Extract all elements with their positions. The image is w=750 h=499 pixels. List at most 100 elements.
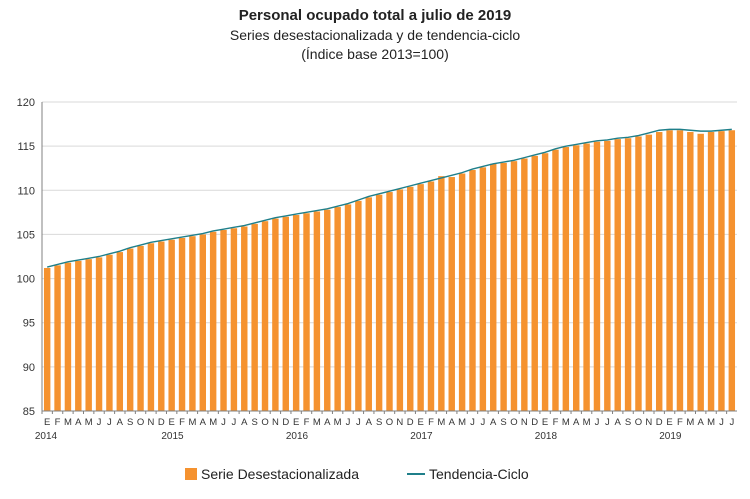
month-label: M (583, 417, 591, 428)
month-label: J (97, 417, 102, 428)
legend-label-bars: Serie Desestacionalizada (201, 466, 359, 482)
bar (126, 248, 134, 411)
bar (168, 239, 175, 411)
bar (728, 130, 736, 411)
bar (500, 162, 507, 411)
bar (541, 153, 549, 411)
y-tick-label: 120 (17, 97, 35, 109)
month-label: J (232, 417, 237, 428)
bar (697, 133, 704, 412)
month-label: F (553, 417, 559, 428)
legend-swatch-line (407, 473, 425, 475)
year-label: 2017 (410, 431, 433, 442)
month-label: O (261, 417, 268, 428)
y-tick-label: 85 (23, 406, 35, 418)
month-label: N (396, 417, 403, 428)
month-label: D (656, 417, 663, 428)
bar (241, 226, 248, 411)
y-tick-label: 100 (17, 274, 35, 286)
year-label: 2018 (535, 431, 558, 442)
month-label: O (386, 417, 393, 428)
bar (417, 184, 424, 411)
month-label: S (251, 417, 257, 428)
month-label: A (117, 417, 124, 428)
month-label: A (366, 417, 373, 428)
chart-subtitle: Series desestacionalizada y de tendencia… (229, 27, 521, 43)
bar (334, 207, 341, 411)
bar (54, 265, 61, 411)
y-tick-label: 95 (23, 318, 35, 330)
y-tick-label: 105 (17, 229, 35, 241)
month-label: O (635, 417, 642, 428)
bar (261, 221, 269, 411)
bar (635, 136, 642, 411)
bar (292, 215, 300, 411)
bar (469, 169, 476, 411)
month-label: M (334, 417, 342, 428)
month-label: A (241, 417, 248, 428)
month-label: M (188, 417, 196, 428)
bar (707, 132, 715, 411)
month-label: J (356, 417, 361, 428)
month-label: J (719, 417, 724, 428)
y-tick-label: 115 (17, 141, 35, 153)
bar (583, 143, 590, 411)
bar (479, 167, 487, 411)
bar (458, 173, 466, 411)
month-label: D (158, 417, 165, 428)
month-label: N (272, 417, 279, 428)
month-label: D (407, 417, 414, 428)
month-label: J (221, 417, 226, 428)
month-label: O (510, 417, 517, 428)
month-label: J (605, 417, 610, 428)
bar (85, 259, 92, 411)
bar (64, 262, 72, 411)
month-label: A (75, 417, 82, 428)
month-label: S (127, 417, 133, 428)
month-label: E (417, 417, 423, 428)
chart-titles: Personal ocupado total a julio de 2019 S… (0, 6, 750, 64)
bar (614, 139, 621, 411)
month-label: J (107, 417, 112, 428)
month-label: A (615, 417, 622, 428)
bar (313, 211, 321, 411)
legend: Serie Desestacionalizada Tendencia-Ciclo (0, 466, 750, 486)
month-label: F (428, 417, 434, 428)
chart-subtitle-base: (Índice base 2013=100) (301, 46, 449, 62)
y-tick-label: 90 (23, 362, 35, 374)
bar (438, 176, 445, 411)
bar (220, 230, 227, 411)
month-label: S (625, 417, 631, 428)
legend-swatch-bar (185, 468, 197, 480)
month-label: A (324, 417, 331, 428)
month-label: E (168, 417, 174, 428)
bar (676, 130, 684, 411)
month-label: M (209, 417, 217, 428)
bar (687, 132, 694, 411)
bar (116, 252, 124, 411)
month-label: S (500, 417, 506, 428)
legend-item-bars: Serie Desestacionalizada (185, 466, 359, 482)
trend-line (47, 128, 732, 268)
bar (137, 245, 144, 411)
bar (158, 241, 165, 411)
month-label: D (531, 417, 538, 428)
month-label: E (666, 417, 672, 428)
bar (490, 163, 497, 411)
month-label: F (55, 417, 61, 428)
bar (106, 254, 113, 411)
month-label: J (729, 417, 734, 428)
bar (375, 194, 383, 411)
month-label: A (573, 417, 580, 428)
bar (178, 237, 186, 411)
month-label: M (64, 417, 72, 428)
month-label: M (458, 417, 466, 428)
year-label: 2019 (659, 431, 682, 442)
month-label: J (470, 417, 475, 428)
month-label: F (179, 417, 185, 428)
year-label: 2016 (286, 431, 309, 442)
bar (562, 147, 570, 412)
bar (427, 181, 435, 411)
bar (407, 186, 414, 411)
